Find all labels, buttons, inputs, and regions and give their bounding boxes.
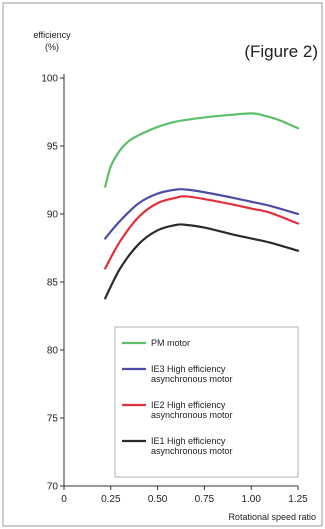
legend-label: asynchronous motor bbox=[151, 446, 233, 456]
series-line-ie1-high-efficiency-asynchronous-motor bbox=[104, 223, 300, 300]
y-tick-label: 85 bbox=[47, 278, 59, 289]
x-tick-label: 0.25 bbox=[101, 494, 121, 505]
x-axis-label: Rotational speed ratio bbox=[228, 512, 316, 522]
legend-item-pm-motor: PM motor bbox=[122, 338, 190, 348]
y-axis-label-line2: (%) bbox=[45, 42, 59, 52]
legend-label: asynchronous motor bbox=[151, 410, 233, 420]
legend-label: IE3 High efficiency bbox=[151, 364, 226, 374]
axes: 70 75 80 85 90 95 100 0 0.25 0.50 0.75 1.00 1.25 bbox=[41, 74, 308, 506]
series-line-ie3-high-efficiency-asynchronous-motor bbox=[104, 187, 300, 240]
x-tick-label: 0.50 bbox=[148, 494, 168, 505]
legend-label: asynchronous motor bbox=[151, 374, 233, 384]
legend-label: IE1 High efficiency bbox=[151, 436, 226, 446]
series-line-pm-motor bbox=[104, 112, 300, 188]
figure-label: (Figure 2) bbox=[244, 42, 318, 61]
y-tick-label: 100 bbox=[41, 74, 58, 85]
x-tick-label: 1.25 bbox=[288, 494, 308, 505]
series-lines bbox=[104, 112, 300, 300]
y-tick-label: 75 bbox=[47, 414, 59, 425]
x-tick-label: 1.00 bbox=[241, 494, 261, 505]
legend-label: PM motor bbox=[151, 338, 190, 348]
x-tick-label: 0.75 bbox=[195, 494, 215, 505]
y-tick-label: 95 bbox=[47, 142, 59, 153]
series-line-ie2-high-efficiency-asynchronous-motor bbox=[104, 195, 300, 270]
x-tick-label: 0 bbox=[61, 494, 67, 505]
legend-box bbox=[114, 326, 299, 478]
y-tick-label: 80 bbox=[47, 346, 59, 357]
legend-label: IE2 High efficiency bbox=[151, 400, 226, 410]
y-axis-label-line1: efficiency bbox=[33, 30, 71, 40]
y-tick-label: 70 bbox=[47, 482, 59, 493]
y-tick-label: 90 bbox=[47, 210, 59, 221]
